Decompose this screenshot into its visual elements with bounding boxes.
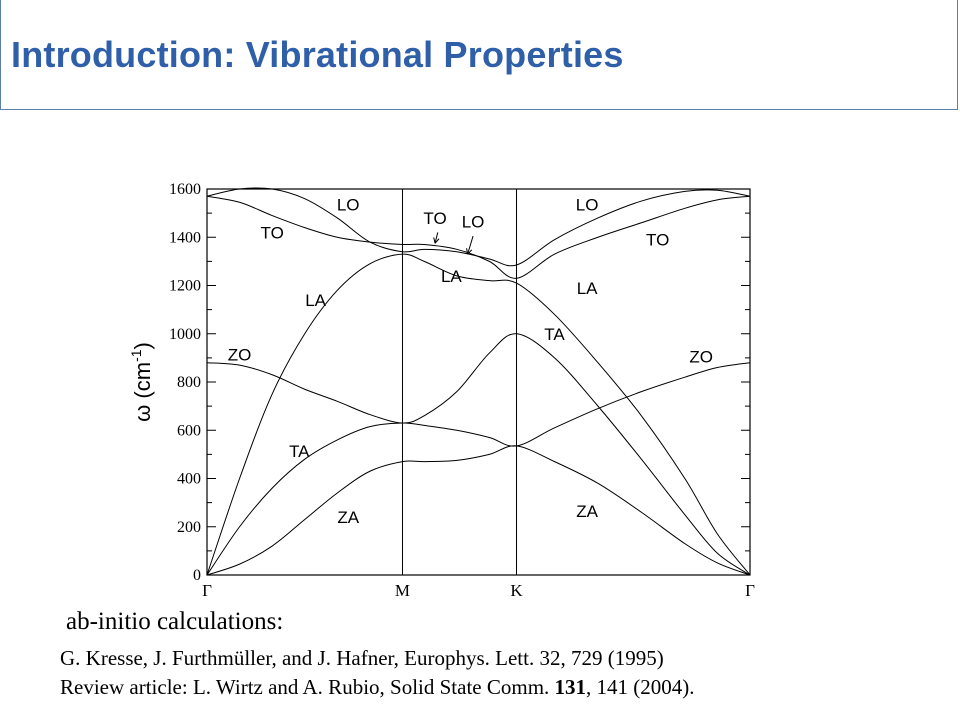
branch-label: TO — [261, 223, 284, 242]
y-tick-label: 1400 — [169, 229, 201, 246]
branch-label: LA — [441, 267, 462, 286]
title-bar: Introduction: Vibrational Properties — [0, 0, 958, 110]
series-line-ta — [206, 362, 751, 576]
branch-label: TO — [423, 209, 446, 228]
branch-label: ZO — [228, 345, 252, 364]
y-tick-label: 800 — [177, 374, 201, 391]
series-line-zo — [206, 333, 751, 576]
arrow-to-head — [433, 237, 440, 244]
y-tick-label: 0 — [193, 567, 201, 584]
branch-label: ZA — [337, 508, 359, 527]
y-axis-label-text: ω (cm — [130, 362, 155, 422]
y-tick-label: 600 — [177, 422, 201, 439]
x-tick-label: Γ — [745, 581, 755, 600]
branch-label: LO — [337, 196, 360, 215]
y-tick-label: 200 — [177, 519, 201, 536]
series-line-lo — [206, 187, 751, 267]
series-line-za — [206, 445, 751, 576]
branch-label: LA — [305, 291, 326, 310]
branch-label: TO — [646, 231, 669, 250]
caption-reference-2-volume: 131 — [554, 675, 587, 699]
y-tick-label: 400 — [177, 471, 201, 488]
y-tick-label: 1600 — [169, 181, 201, 198]
arrow-lo-head — [466, 248, 473, 255]
caption-reference-2-prefix: Review article: L. Wirtz and A. Rubio, S… — [60, 675, 555, 699]
series-line-la — [206, 253, 751, 576]
arrow-to — [434, 232, 439, 244]
branch-label: LA — [577, 279, 598, 298]
branch-label: LO — [462, 213, 485, 232]
arrow-lo — [467, 235, 474, 255]
x-tick-label: K — [510, 581, 523, 600]
branch-label: LO — [576, 196, 599, 215]
branch-label: ZA — [576, 502, 598, 521]
y-axis-label-paren: ) — [130, 342, 155, 349]
x-tick-label: M — [395, 581, 410, 600]
branch-label: TA — [544, 325, 565, 344]
caption-method: ab-initio calculations: — [66, 608, 284, 635]
page-title: Introduction: Vibrational Properties — [11, 34, 624, 75]
branch-label: ZO — [689, 348, 713, 367]
series-line-to — [206, 195, 751, 279]
y-axis-label-superscript: -1 — [128, 349, 144, 362]
y-tick-label: 1000 — [169, 326, 201, 343]
caption-reference-2: Review article: L. Wirtz and A. Rubio, S… — [60, 675, 695, 700]
caption-reference-1: G. Kresse, J. Furthmüller, and J. Hafner… — [60, 646, 664, 670]
branch-label: TA — [289, 442, 310, 461]
y-axis-label: ω (cm-1) — [128, 342, 155, 422]
x-tick-label: Γ — [202, 581, 212, 600]
y-tick-label: 1200 — [169, 278, 201, 295]
caption-reference-2-suffix: , 141 (2004). — [586, 675, 695, 699]
